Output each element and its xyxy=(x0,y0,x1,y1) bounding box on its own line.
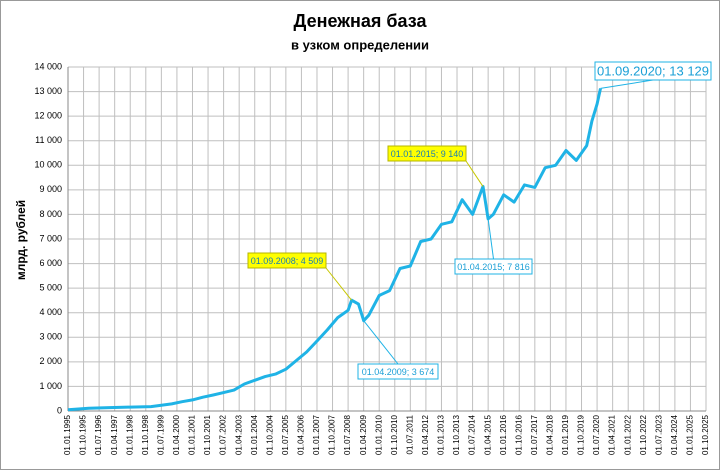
x-tick-label: 01.04.2024 xyxy=(670,414,679,455)
x-tick-label: 01.04.2003 xyxy=(234,414,243,455)
x-tick-label: 01.10.2019 xyxy=(577,414,586,455)
y-tick-label: 12 000 xyxy=(34,111,62,121)
annotation-text: 01.09.2008; 4 509 xyxy=(251,256,324,266)
x-tick-label: 01.04.2006 xyxy=(297,414,306,455)
annotation-box xyxy=(357,363,439,380)
annotation-pointer xyxy=(325,267,352,301)
x-tick-label: 01.04.2000 xyxy=(172,414,181,455)
x-tick-label: 01.07.1996 xyxy=(94,414,103,455)
x-tick-label: 01.07.2014 xyxy=(468,414,477,455)
x-tick-label: 01.04.2012 xyxy=(421,414,430,455)
chart-title: Денежная база xyxy=(294,11,428,31)
x-tick-label: 01.07.2011 xyxy=(405,414,414,454)
y-axis-label: млрд. рублей xyxy=(14,200,28,280)
y-tick-label: 14 000 xyxy=(34,61,62,71)
data-line xyxy=(67,88,602,412)
x-tick-label: 01.07.2008 xyxy=(343,414,352,455)
annotation-pointer xyxy=(363,320,399,365)
x-tick-label: 01.01.2019 xyxy=(561,414,570,455)
x-tick-label: 01.10.2007 xyxy=(328,414,337,455)
y-tick-label: 1 000 xyxy=(39,381,62,391)
annotation-pointer xyxy=(465,160,484,187)
annotation-text: 01.04.2015; 7 816 xyxy=(457,262,530,272)
y-tick-label: 2 000 xyxy=(39,356,62,366)
y-tick-label: 3 000 xyxy=(39,332,62,342)
x-tick-label: 01.04.2009 xyxy=(359,414,368,455)
x-tick-label: 01.07.2005 xyxy=(281,414,290,455)
x-tick-label: 01.01.1998 xyxy=(125,414,134,455)
annotation-box xyxy=(387,145,467,162)
annotation-box xyxy=(454,258,533,275)
x-tick-label: 01.07.2002 xyxy=(219,414,228,455)
annotation-text: 01.04.2009; 3 674 xyxy=(362,367,435,377)
y-tick-label: 5 000 xyxy=(39,283,62,293)
x-tick-label: 01.01.2022 xyxy=(623,414,632,455)
x-tick-label: 01.07.2017 xyxy=(530,414,539,455)
y-tick-label: 0 xyxy=(57,405,62,415)
annotation-text: 01.01.2015; 9 140 xyxy=(391,149,464,159)
x-tick-label: 01.01.2001 xyxy=(188,414,197,455)
x-tick-label: 01.01.2013 xyxy=(437,414,446,455)
x-tick-label: 01.04.2018 xyxy=(545,414,554,455)
x-tick-label: 01.01.2016 xyxy=(499,414,508,455)
y-tick-label: 4 000 xyxy=(39,307,62,317)
y-tick-label: 10 000 xyxy=(34,160,62,170)
y-tick-label: 8 000 xyxy=(39,209,62,219)
x-tick-label: 01.07.1999 xyxy=(156,414,165,455)
x-tick-label: 01.10.2010 xyxy=(390,414,399,455)
y-tick-label: 7 000 xyxy=(39,233,62,243)
chart-subtitle: в узком определении xyxy=(291,37,429,52)
x-tick-label: 01.01.2007 xyxy=(312,414,321,455)
annotation-pointer xyxy=(487,218,494,260)
x-tick-label: 01.01.2010 xyxy=(374,414,383,455)
x-tick-label: 01.04.2015 xyxy=(483,414,492,455)
y-tick-label: 13 000 xyxy=(34,86,62,96)
annotation-box xyxy=(594,61,712,81)
x-tick-label: 01.10.2001 xyxy=(203,414,212,455)
x-tick-label: 01.07.2020 xyxy=(592,414,601,455)
x-tick-label: 01.01.1995 xyxy=(63,414,72,455)
x-tick-label: 01.04.2021 xyxy=(608,414,617,455)
x-tick-label: 01.10.2022 xyxy=(639,414,648,455)
annotation-box xyxy=(247,252,327,269)
x-tick-label: 01.10.2013 xyxy=(452,414,461,455)
annotation-text: 01.09.2020; 13 129 xyxy=(597,63,709,78)
x-tick-label: 01.01.2004 xyxy=(250,414,259,455)
x-tick-label: 01.10.2025 xyxy=(701,414,710,455)
y-tick-label: 11 000 xyxy=(35,135,62,145)
x-tick-label: 01.01.2025 xyxy=(686,414,695,455)
x-tick-label: 01.10.1995 xyxy=(79,414,88,455)
x-tick-label: 01.07.2023 xyxy=(654,414,663,455)
annotation-pointer xyxy=(600,79,654,89)
x-tick-label: 01.10.2016 xyxy=(514,414,523,455)
y-tick-label: 6 000 xyxy=(39,258,62,268)
y-tick-label: 9 000 xyxy=(39,184,62,194)
x-tick-label: 01.10.1998 xyxy=(141,414,150,455)
x-tick-label: 01.10.2004 xyxy=(265,414,274,455)
x-tick-label: 01.04.1997 xyxy=(110,414,119,455)
